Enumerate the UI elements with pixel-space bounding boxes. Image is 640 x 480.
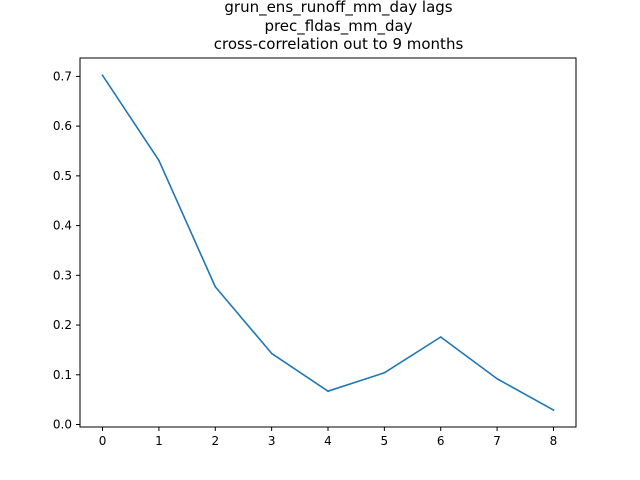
data-point: [271, 353, 273, 355]
y-tick-label: 0.2: [53, 318, 72, 332]
data-point: [102, 75, 104, 77]
data-point: [496, 378, 498, 380]
x-tick-label: 3: [268, 434, 276, 448]
data-point: [384, 372, 386, 374]
chart-title-line-2: prec_fldas_mm_day: [264, 17, 412, 36]
y-tick-label: 0.6: [53, 119, 72, 133]
data-point: [327, 390, 329, 392]
chart-title-line-3: cross-correlation out to 9 months: [214, 35, 464, 53]
x-tick-label: 5: [381, 434, 389, 448]
x-tick-label: 8: [550, 434, 558, 448]
y-axis: 0.0 0.1 0.2 0.3 0.4 0.5 0.6 0.7: [53, 69, 80, 431]
x-tick-label: 7: [493, 434, 501, 448]
data-point: [440, 336, 442, 338]
x-axis: 0 1 2 3 4 5 6 7 8: [99, 427, 558, 448]
data-point: [158, 160, 160, 162]
x-tick-label: 6: [437, 434, 445, 448]
data-point: [214, 286, 216, 288]
y-tick-label: 0.5: [53, 169, 72, 183]
data-point: [553, 409, 555, 411]
plot-area: [80, 58, 576, 427]
y-tick-label: 0.3: [53, 268, 72, 282]
y-tick-label: 0.1: [53, 368, 72, 382]
y-tick-label: 0.7: [53, 69, 72, 83]
x-tick-label: 0: [99, 434, 107, 448]
y-tick-label: 0.4: [53, 219, 72, 233]
x-tick-label: 1: [155, 434, 163, 448]
y-tick-label: 0.0: [53, 418, 72, 432]
x-tick-label: 4: [324, 434, 332, 448]
chart-title-line-1: grun_ens_runoff_mm_day lags: [224, 0, 452, 17]
x-tick-label: 2: [211, 434, 219, 448]
